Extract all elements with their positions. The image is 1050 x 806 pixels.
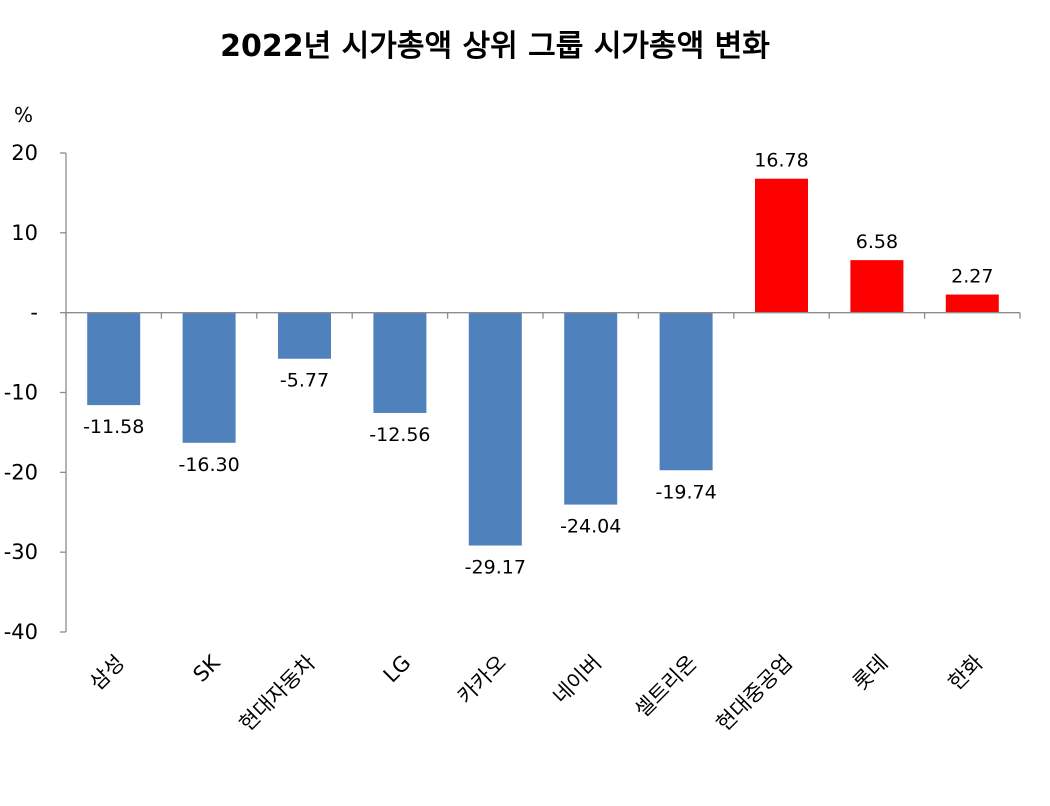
y-tick-label: -30 [4,540,38,564]
y-tick-label: -40 [4,620,38,644]
data-label: 6.58 [856,231,898,253]
bar-롯데 [850,260,904,313]
bar-현대자동차 [278,312,331,359]
data-label: -11.58 [83,416,144,438]
data-label: -16.30 [178,454,239,476]
x-tick-label: 셀트리온 [630,651,702,723]
bar-LG [373,312,427,413]
x-axis-labels: 삼성 SK 현대자동차 LG 카카오 네이버 셀트리온 현대중공업 롯데 한화 [85,650,988,736]
bar-SK [182,312,236,443]
bar-카카오 [468,312,522,546]
bar-현대중공업 [755,178,808,313]
y-axis-unit: % [14,103,33,127]
y-tick-label: - [30,301,38,325]
bar-셀트리온 [659,312,713,471]
x-tick-label: 현대중공업 [712,651,797,736]
x-tick-label: LG [379,651,416,688]
bar-한화 [945,294,999,313]
bars [87,178,999,546]
data-label: -12.56 [369,424,430,446]
x-tick-label: 롯데 [848,651,892,695]
data-label: -5.77 [280,370,329,392]
y-tick-label: -20 [4,460,38,484]
y-axis: 20 10 - -10 -20 -30 -40 [4,141,1021,644]
x-tick-label: 현대자동차 [235,651,320,736]
data-label: 16.78 [754,150,808,172]
x-tick-label: 카카오 [453,651,511,709]
bar-네이버 [564,312,618,505]
chart-title: 2022년 시가총액 상위 그룹 시가총액 변화 [220,29,770,64]
data-label: 2.27 [951,266,993,288]
data-label: -24.04 [560,516,621,538]
y-tick-label: 20 [11,141,38,165]
data-labels: -11.58 -16.30 -5.77 -12.56 -29.17 -24.04 -19.7… [83,150,993,579]
data-label: -19.74 [655,481,716,503]
x-tick-label: 한화 [944,651,988,695]
bar-삼성 [87,312,141,406]
x-tick-label: 네이버 [548,651,606,709]
data-label: -29.17 [465,557,526,579]
y-tick-label: 10 [11,221,38,245]
x-tick-label: SK [188,650,225,687]
x-tick-label: 삼성 [85,651,129,695]
y-tick-label: -10 [4,381,38,405]
